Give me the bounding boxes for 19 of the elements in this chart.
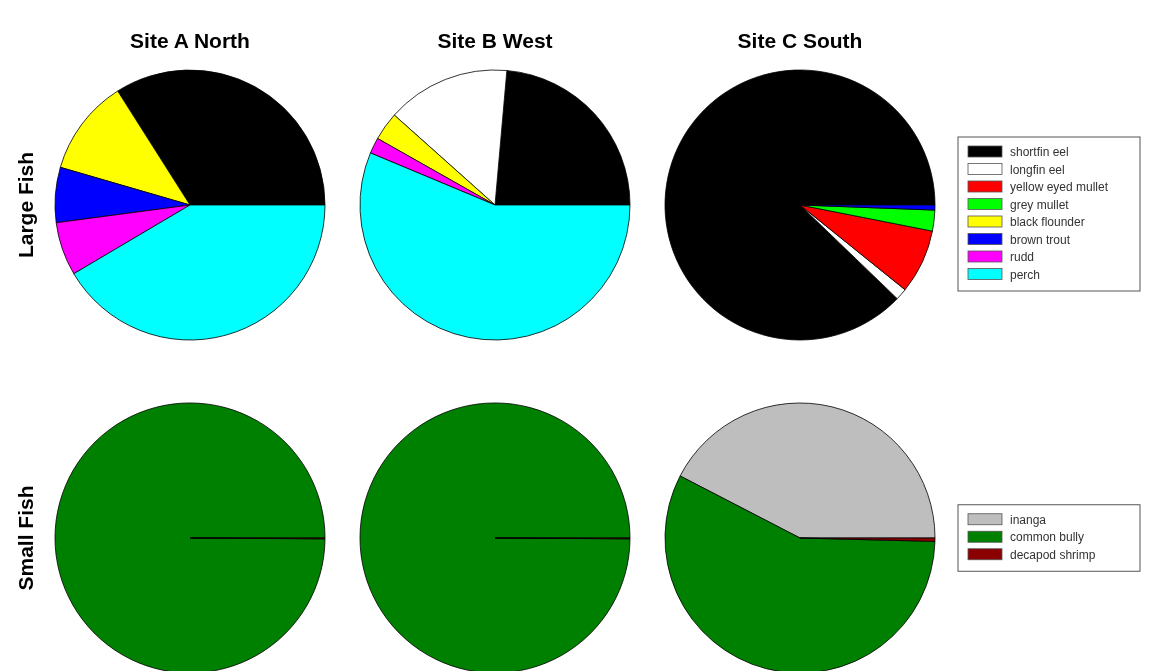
legend-label: grey mullet xyxy=(1010,197,1070,212)
text: Small Fish xyxy=(14,485,37,591)
text: Large Fish xyxy=(14,151,37,259)
pie-slice xyxy=(359,402,631,671)
legend-label: black flounder xyxy=(1010,215,1085,229)
pie-slice xyxy=(54,402,326,671)
chart-title: Site A North xyxy=(130,29,250,52)
legend-label: decapod shrimp xyxy=(1010,547,1096,562)
legend-label: inanga xyxy=(1010,512,1047,527)
legend-label: rudd xyxy=(1010,250,1035,264)
chart-title: Site B West xyxy=(437,29,553,52)
legend-label: yellow eyed mullet xyxy=(1010,180,1109,194)
legend-label: common bully xyxy=(1010,530,1085,545)
legend-label: perch xyxy=(1010,267,1041,282)
legend-label: shortfin eel xyxy=(1010,145,1069,159)
legend-label: longfin eel xyxy=(1010,162,1065,177)
pie-slice xyxy=(664,69,936,341)
chart-title: Site C South xyxy=(737,29,863,52)
legend-label: brown trout xyxy=(1010,232,1071,247)
